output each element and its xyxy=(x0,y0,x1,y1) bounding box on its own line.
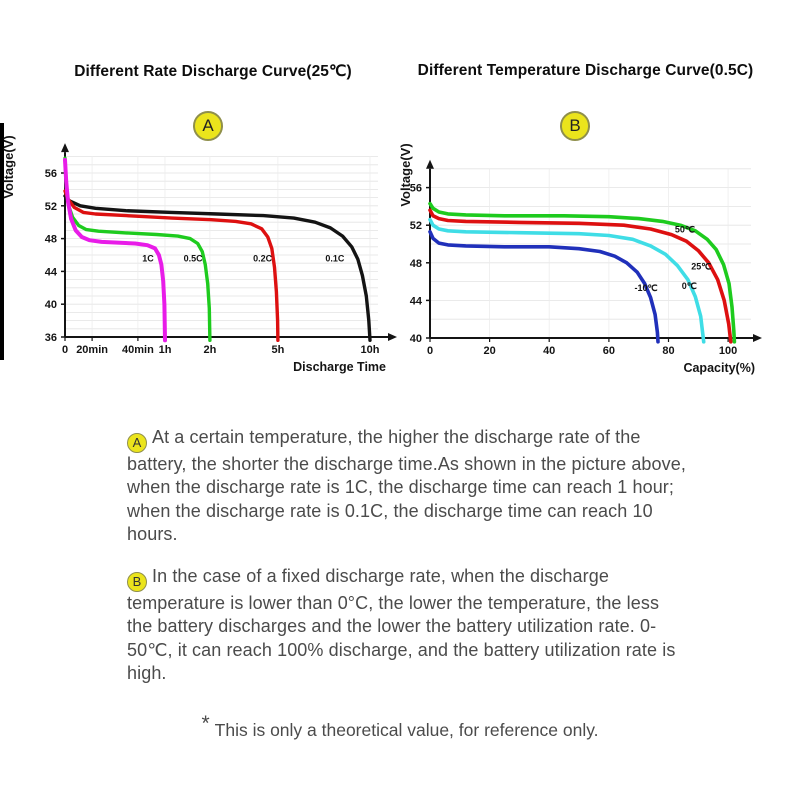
note-a: A At a certain temperature, the higher th… xyxy=(127,426,687,547)
series-curve-0.2C xyxy=(63,189,280,342)
footnote: * This is only a theoretical value, for r… xyxy=(0,712,800,741)
series-label-0.1C: 0.1C xyxy=(325,254,345,264)
x-axis-arrow-icon xyxy=(753,334,762,342)
x-tick-label: 1h xyxy=(159,344,172,356)
axes: 36 40 44 48 52 56 0 20min 40min 1h 2h 5h 10h xyxy=(45,143,397,356)
y-tick-label: 44 xyxy=(45,266,58,278)
x-tick-label: 10h xyxy=(361,344,380,356)
x-tick-label: 20min xyxy=(76,344,108,356)
series-label--10℃: -10℃ xyxy=(635,283,658,293)
x-tick-label: 40min xyxy=(122,344,154,356)
footnote-text: This is only a theoretical value, for re… xyxy=(214,720,599,740)
y-axis-arrow-icon xyxy=(61,143,69,153)
x-tick-label: 20 xyxy=(483,345,495,357)
y-axis-title: Voltage(V) xyxy=(1,135,16,198)
x-axis-arrow-icon xyxy=(388,333,397,341)
series-label-0.2C: 0.2C xyxy=(253,254,273,264)
chart-a-badge: A xyxy=(193,111,223,141)
x-tick-label: 2h xyxy=(203,344,216,356)
gridlines xyxy=(65,156,378,337)
y-tick-label: 48 xyxy=(410,258,422,270)
x-axis-title: Discharge Time xyxy=(293,360,386,374)
chart-b-badge: B xyxy=(560,111,590,141)
x-tick-label: 80 xyxy=(662,345,674,357)
y-tick-label: 44 xyxy=(410,295,423,307)
x-tick-label: 5h xyxy=(271,344,284,356)
temperature-chart-title: Different Temperature Discharge Curve(0.… xyxy=(417,62,754,79)
series-curve-50℃ xyxy=(428,201,737,344)
y-tick-label: 48 xyxy=(45,234,57,246)
left-edge-artifact xyxy=(0,123,4,360)
series-label-0℃: 0℃ xyxy=(682,281,697,291)
y-tick-label: 52 xyxy=(410,220,422,232)
note-b-text: In the case of a fixed discharge rate, w… xyxy=(127,566,676,684)
x-tick-label: 0 xyxy=(62,344,68,356)
series-label-0.5C: 0.5C xyxy=(184,254,204,264)
note-a-text: At a certain temperature, the higher the… xyxy=(127,427,686,545)
x-tick-label: 0 xyxy=(427,345,433,357)
series-label-50℃: 50℃ xyxy=(675,225,695,235)
y-tick-label: 40 xyxy=(45,299,57,311)
series-curve--10℃ xyxy=(428,230,660,344)
footnote-star: * xyxy=(201,712,210,735)
y-axis-arrow-icon xyxy=(426,159,434,169)
rate-discharge-chart: 36 40 44 48 52 56 0 20min 40min 1h 2h 5h 10h Voltage(… xyxy=(1,135,397,374)
y-tick-label: 56 xyxy=(45,168,57,180)
x-tick-label: 40 xyxy=(543,345,555,357)
series-curve-0.1C xyxy=(63,194,372,342)
y-tick-label: 36 xyxy=(45,332,57,344)
y-tick-label: 56 xyxy=(410,183,422,195)
note-a-badge: A xyxy=(127,432,147,453)
y-axis-title: Voltage(V) xyxy=(398,143,413,206)
x-tick-label: 100 xyxy=(719,345,737,357)
series-curve-25℃ xyxy=(428,208,733,344)
note-b: B In the case of a fixed discharge rate, … xyxy=(127,565,687,686)
temperature-discharge-chart: 40 44 48 52 56 0 20 40 60 80 100 Voltage(V) Capacity… xyxy=(398,143,762,375)
axes: 40 44 48 52 56 0 20 40 60 80 100 xyxy=(410,159,762,357)
series-label-1C: 1C xyxy=(142,254,154,264)
y-tick-label: 52 xyxy=(45,201,57,213)
x-tick-label: 60 xyxy=(603,345,615,357)
series-curve-0℃ xyxy=(428,217,706,344)
x-axis-title: Capacity(%) xyxy=(683,361,755,375)
series-label-25℃: 25℃ xyxy=(691,261,711,271)
y-tick-label: 40 xyxy=(410,333,422,345)
series-curve-1C xyxy=(63,157,167,343)
rate-chart-title: Different Rate Discharge Curve(25℃) xyxy=(74,63,352,80)
series-curve-0.5C xyxy=(63,156,212,342)
note-b-badge: B xyxy=(127,571,147,592)
